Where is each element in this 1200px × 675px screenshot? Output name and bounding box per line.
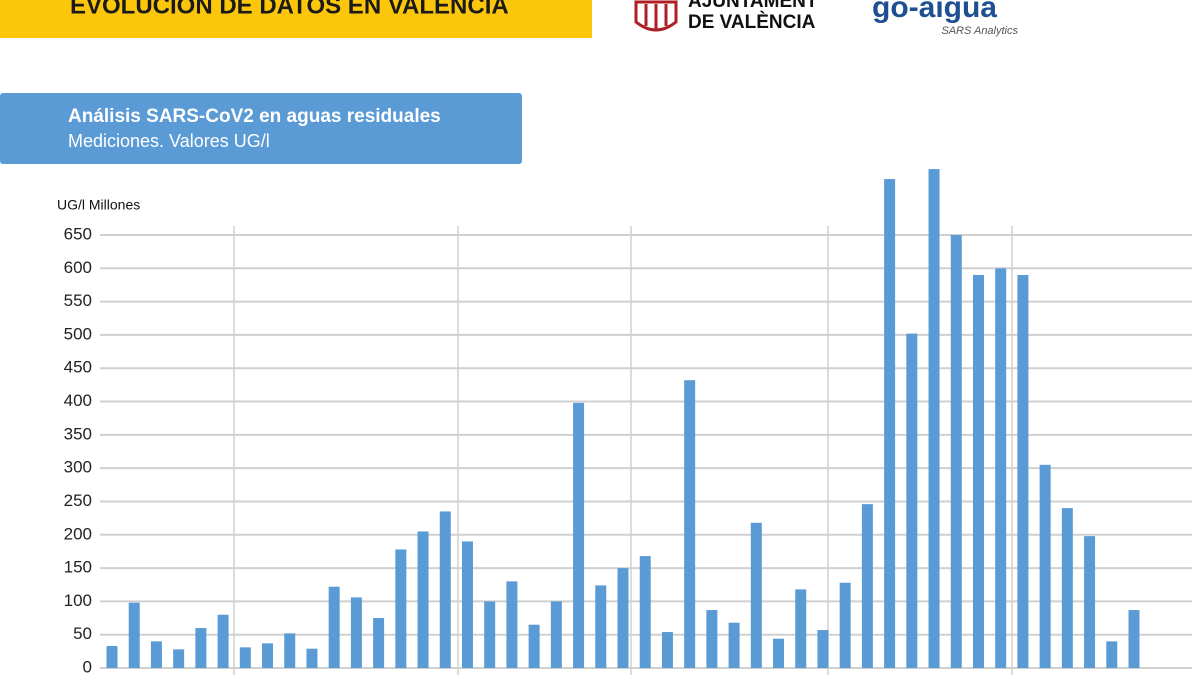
title-box [0, 93, 522, 164]
bar [573, 402, 585, 668]
bar [528, 624, 540, 668]
y-tick-label: 250 [64, 491, 92, 510]
bar [484, 601, 496, 668]
bar [773, 638, 785, 668]
bar [1017, 274, 1029, 668]
y-tick-label: 200 [64, 524, 92, 543]
bar [217, 614, 229, 668]
y-tick-label: 0 [83, 657, 92, 675]
bar [1106, 641, 1118, 668]
bar [728, 622, 740, 668]
y-tick-label: 500 [64, 324, 92, 343]
bar [150, 641, 162, 668]
y-tick-label: 100 [64, 591, 92, 610]
city-hall-line: AJUNTAMENT [688, 0, 818, 12]
bar [750, 522, 762, 668]
bar [617, 568, 629, 668]
bar [306, 648, 318, 668]
bar [1061, 508, 1073, 668]
y-tick-label: 600 [64, 258, 92, 277]
y-tick-label: 550 [64, 291, 92, 310]
banner [0, 0, 592, 38]
bar [439, 511, 451, 668]
bar [1128, 610, 1140, 668]
bar [173, 649, 185, 668]
bar [795, 589, 807, 668]
bar [972, 274, 984, 668]
brand: go-aigua [872, 0, 997, 24]
bar [417, 531, 429, 668]
bar [1084, 536, 1096, 668]
y-tick-label: 650 [64, 224, 92, 243]
bar [262, 643, 274, 668]
y-tick-label: 350 [64, 424, 92, 443]
bar [350, 597, 362, 668]
bar [373, 618, 385, 668]
bar [906, 333, 918, 668]
bar [595, 585, 607, 668]
city-hall-line: DE VALÈNCIA [688, 11, 816, 33]
bar [839, 582, 851, 668]
bar [950, 235, 962, 668]
bar [284, 633, 296, 668]
bar [461, 541, 473, 668]
y-tick-label: 50 [73, 624, 92, 643]
banner-title: EVOLUCIÓN DE DATOS EN VALÈNCIA [70, 0, 509, 19]
bar [128, 602, 140, 668]
bar [195, 628, 207, 668]
bar [506, 581, 518, 668]
bar [1039, 464, 1051, 668]
bar [639, 556, 651, 668]
y-tick-label: 300 [64, 458, 92, 477]
bar [239, 647, 251, 668]
bar [328, 586, 340, 668]
y-tick-label: 150 [64, 558, 92, 577]
bar [817, 630, 829, 668]
bar [995, 268, 1007, 668]
chart-subtitle: Mediciones. Valores UG/l [68, 131, 270, 151]
bar [861, 504, 873, 668]
bar [661, 632, 673, 668]
y-axis-label: UG/l Millones [57, 197, 140, 213]
bar [395, 549, 407, 668]
bar [884, 179, 896, 668]
bar [928, 169, 940, 668]
crest [634, 0, 678, 32]
bar [706, 610, 718, 668]
bar [106, 646, 118, 668]
y-tick-label: 400 [64, 391, 92, 410]
brand-tagline: SARS Analytics [941, 25, 1018, 37]
bar [684, 380, 696, 668]
chart-title: Análisis SARS-CoV2 en aguas residuales [68, 106, 441, 127]
bar [550, 601, 562, 668]
y-tick-label: 450 [64, 358, 92, 377]
